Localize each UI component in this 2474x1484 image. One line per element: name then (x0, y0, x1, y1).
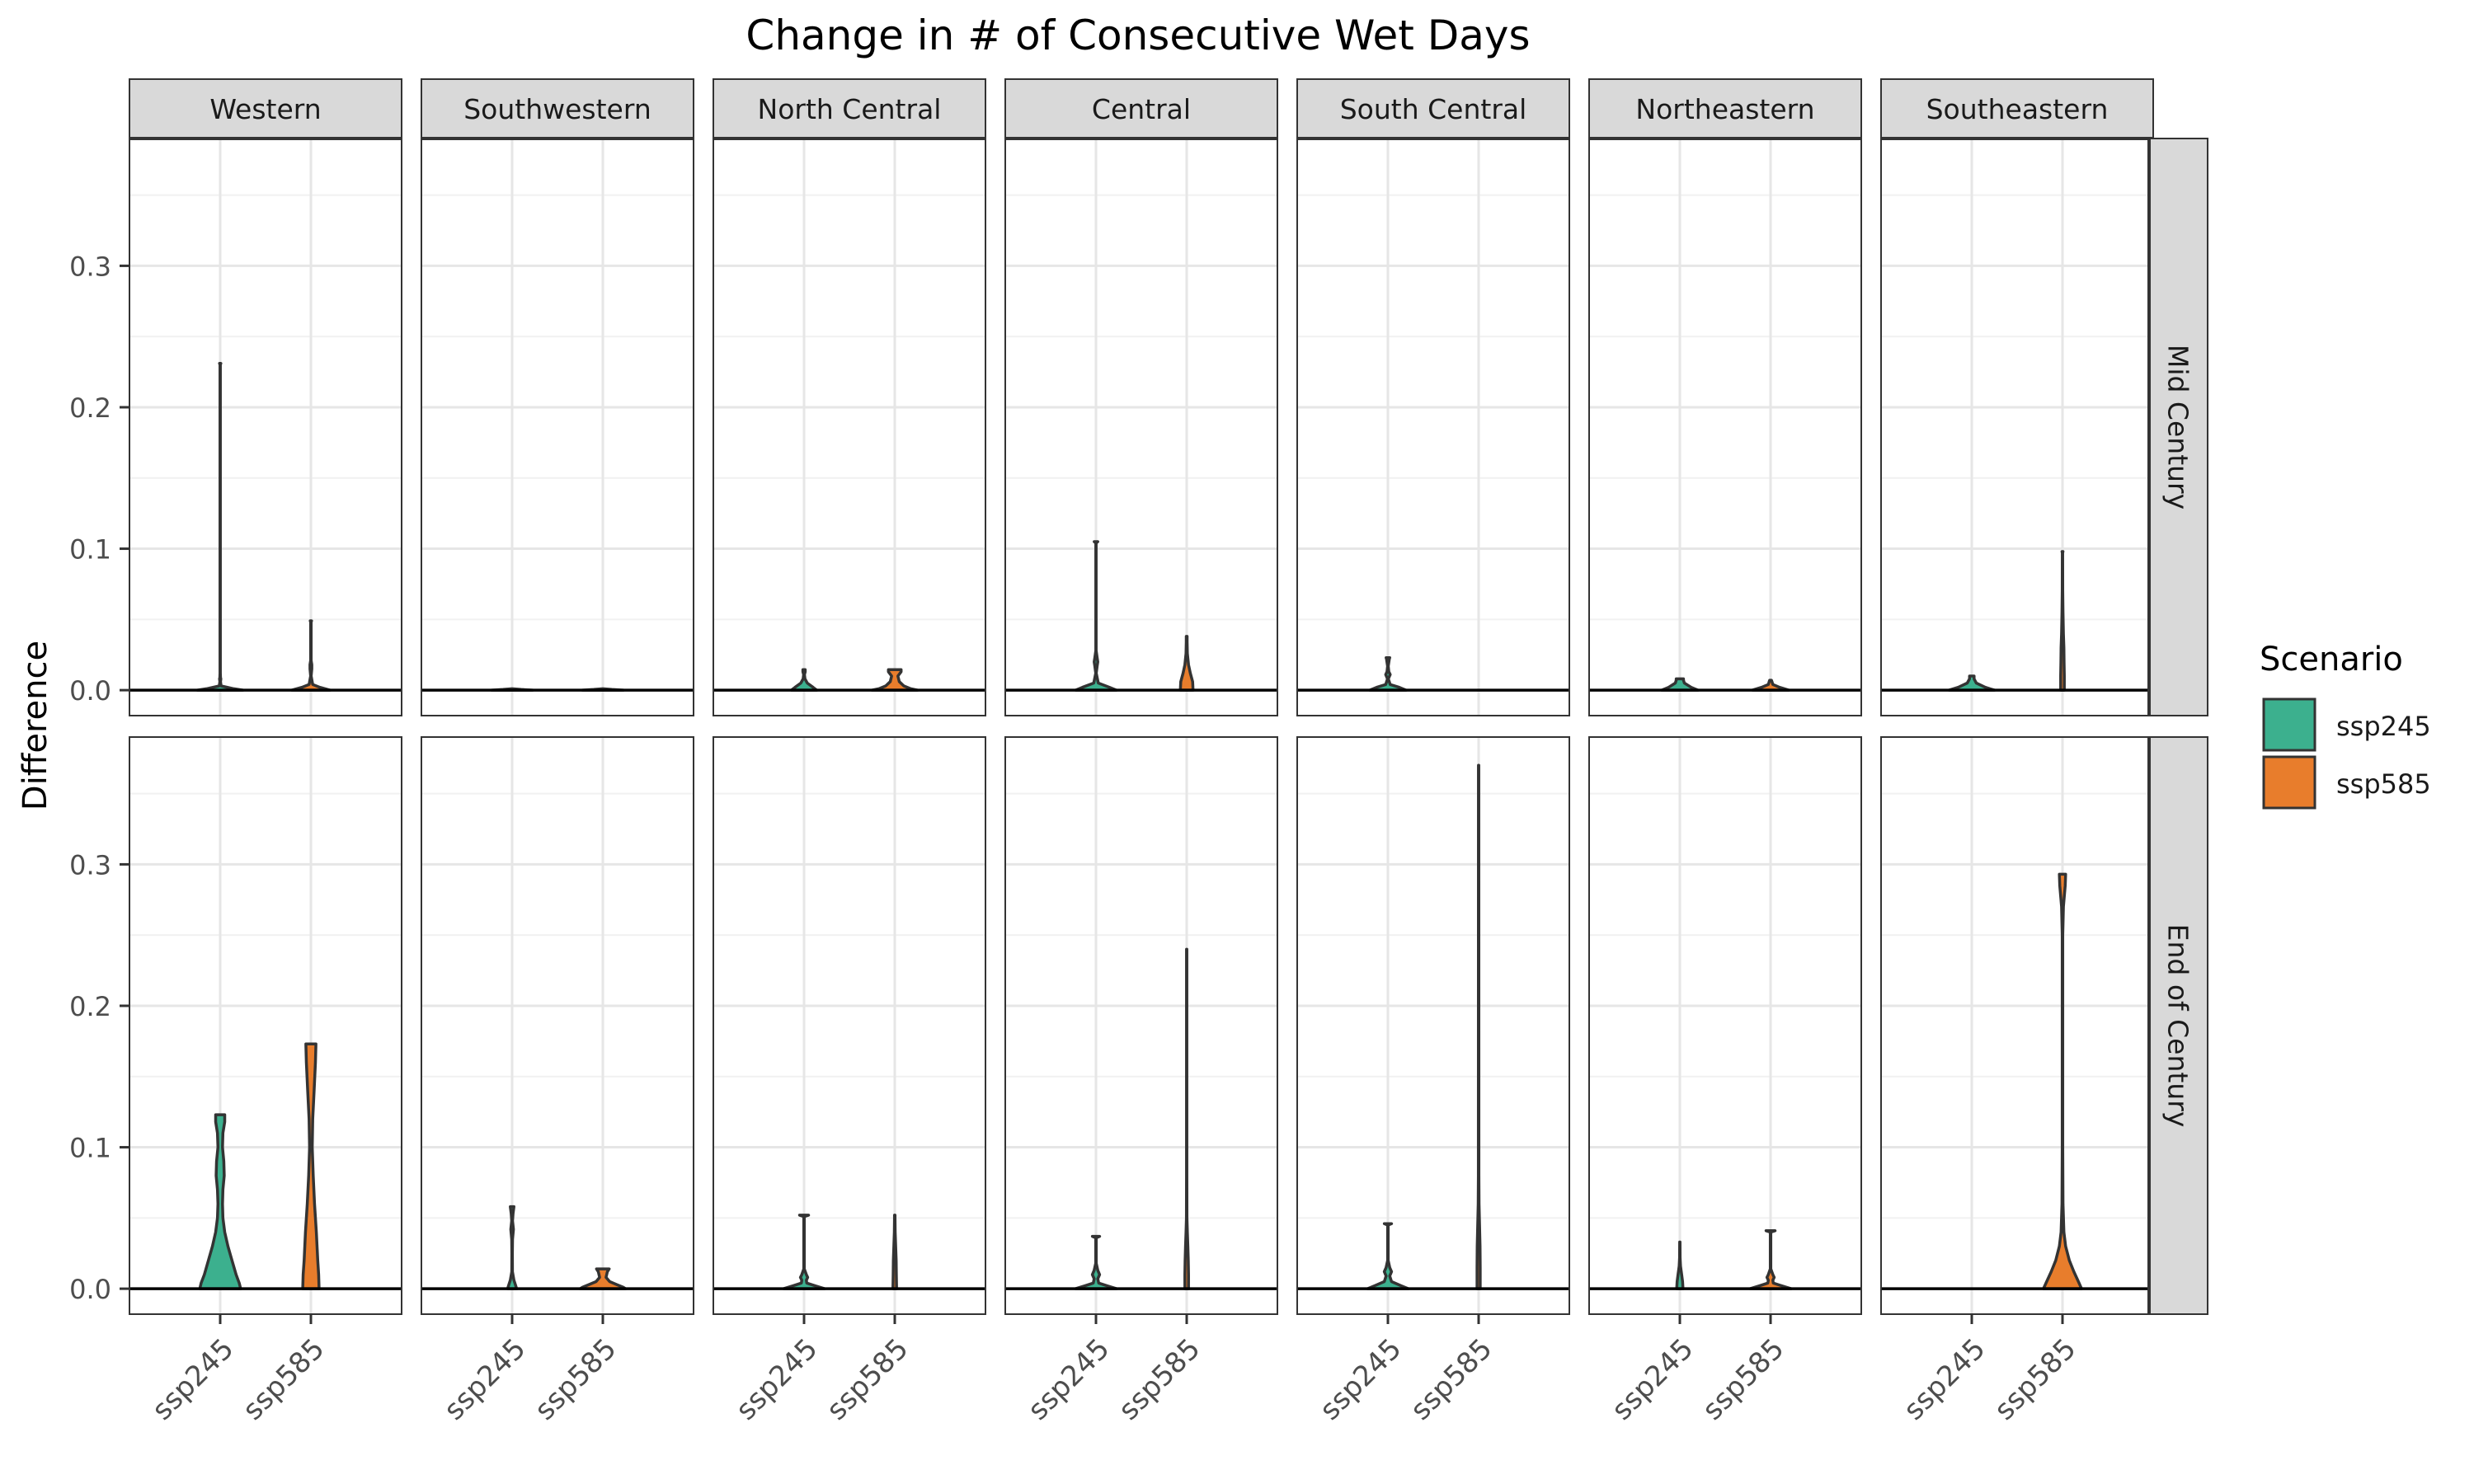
y-tick-label: 0.3 (69, 251, 111, 282)
panel-background (129, 737, 402, 1314)
panel-background (1589, 139, 1861, 716)
panel-border (1588, 736, 1862, 1315)
panel-border (421, 736, 694, 1315)
panel-border (713, 736, 986, 1315)
violin-central-mid-century-ssp585 (1178, 635, 1195, 692)
violin-north-central-mid-century-ssp245 (789, 668, 819, 692)
violin-south-central-end-of-century-ssp245 (1366, 1222, 1410, 1290)
column-strip-label: Southwestern (463, 93, 651, 125)
column-strip-label: South Central (1340, 93, 1527, 125)
legend-label-ssp585: ssp585 (2336, 768, 2431, 800)
panel-central-mid-century: Central (1004, 78, 1278, 716)
legend-label-ssp245: ssp245 (2336, 711, 2431, 742)
y-axis-title: Difference (16, 641, 54, 810)
row-strip-label: End of Century (2162, 924, 2194, 1128)
row-strip-label: Mid Century (2162, 345, 2194, 510)
column-strip-label: North Central (758, 93, 942, 125)
y-tick-label: 0.2 (69, 991, 111, 1022)
y-tick-label: 0.1 (69, 534, 111, 566)
legend-title: Scenario (2260, 641, 2403, 679)
panel-background (129, 139, 402, 716)
violin-north-central-end-of-century-ssp585 (891, 1214, 898, 1290)
violin-northeastern-mid-century-ssp585 (1751, 679, 1790, 692)
violin-central-end-of-century-ssp585 (1183, 947, 1190, 1290)
violin-western-mid-century-ssp585 (290, 619, 332, 692)
panel-northeastern-mid-century: Northeastern (1588, 78, 1862, 716)
row-strip (2148, 138, 2208, 716)
column-strip (1004, 78, 1278, 139)
panel-background (1589, 737, 1861, 1314)
column-strip (1880, 78, 2154, 139)
violin-northeastern-end-of-century-ssp245 (1675, 1240, 1685, 1290)
column-strip (421, 78, 694, 139)
chart-title: Change in # of Consecutive Wet Days (745, 12, 1530, 59)
panel-border (129, 736, 402, 1315)
column-strip (1296, 78, 1570, 139)
column-strip (1588, 78, 1862, 139)
legend-key-ssp245 (2262, 697, 2316, 752)
violin-central-end-of-century-ssp245 (1074, 1234, 1118, 1290)
panel-background (713, 737, 985, 1314)
violin-north-central-end-of-century-ssp245 (782, 1214, 826, 1290)
violin-southeastern-mid-century-ssp245 (1947, 674, 1997, 692)
panel-southeastern-mid-century: Southeastern (1880, 78, 2154, 716)
panel-south-central-mid-century: South Central (1296, 78, 1570, 716)
row-strip (2148, 736, 2208, 1315)
legend-key-ssp585 (2262, 755, 2316, 810)
panel-southwestern-mid-century: Southwestern (421, 78, 694, 716)
violin-northeastern-end-of-century-ssp585 (1748, 1229, 1793, 1290)
column-strip-label: Central (1092, 93, 1191, 125)
violin-northeastern-mid-century-ssp245 (1660, 677, 1700, 692)
y-tick-label: 0.1 (69, 1133, 111, 1164)
panel-background (1005, 737, 1277, 1314)
violin-south-central-end-of-century-ssp585 (1475, 763, 1482, 1290)
y-tick-label: 0.0 (69, 675, 111, 707)
panel-background (713, 139, 985, 716)
column-strip-label: Northeastern (1635, 93, 1814, 125)
panel-background (1005, 139, 1277, 716)
violin-north-central-mid-century-ssp585 (870, 668, 920, 692)
y-tick-label: 0.0 (69, 1274, 111, 1305)
panel-background (1881, 737, 2153, 1314)
y-tick-label: 0.3 (69, 849, 111, 881)
violin-south-central-mid-century-ssp245 (1368, 655, 1408, 692)
panel-background (1881, 139, 2153, 716)
facet-panels: Western Southwestern North Central Central S… (69, 78, 2208, 1427)
violin-southeastern-end-of-century-ssp585 (2042, 872, 2083, 1290)
panel-background (421, 737, 694, 1314)
panel-border (1004, 736, 1278, 1315)
column-strip-label: Southeastern (1926, 93, 2109, 125)
panel-border (1296, 736, 1570, 1315)
y-tick-label: 0.2 (69, 392, 111, 424)
legend: Scenario ssp245 ssp585 (2260, 641, 2431, 810)
panel-western-mid-century: Western (129, 78, 402, 716)
panel-background (1297, 737, 1569, 1314)
panel-background (1297, 139, 1569, 716)
violin-western-end-of-century-ssp245 (198, 1113, 242, 1290)
column-strip-label: Western (209, 93, 321, 125)
violin-western-mid-century-ssp245 (195, 362, 245, 692)
violin-central-mid-century-ssp245 (1074, 540, 1118, 692)
panel-north-central-mid-century: North Central (713, 78, 986, 716)
violin-southwestern-end-of-century-ssp585 (578, 1267, 628, 1290)
column-strip (129, 78, 402, 139)
panel-background (421, 139, 694, 716)
violin-western-end-of-century-ssp585 (301, 1042, 321, 1290)
violin-southwestern-end-of-century-ssp245 (506, 1205, 519, 1290)
violin-southeastern-mid-century-ssp585 (2059, 550, 2066, 692)
